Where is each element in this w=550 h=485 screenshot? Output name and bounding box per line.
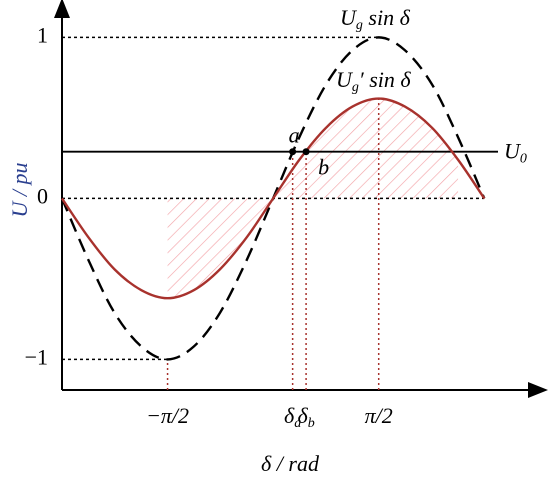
label-sub: 0 — [520, 152, 527, 167]
label-sub: g — [352, 80, 359, 95]
intersection-point — [289, 148, 297, 156]
series-label: Ug′ sin δ — [336, 67, 411, 95]
series-label: Ug sin δ — [340, 5, 411, 33]
label-main: U — [340, 5, 358, 30]
hatch-area — [167, 98, 459, 299]
label-sub: g — [356, 18, 363, 33]
tick-subscript: b — [308, 416, 315, 431]
label-main: U — [504, 139, 522, 164]
reference-label: U0 — [504, 139, 527, 167]
hatched-region — [167, 98, 459, 299]
series-line — [61, 97, 486, 300]
intersection-point — [302, 148, 310, 156]
x-tick-label: −π/2 — [146, 403, 189, 428]
y-axis-label: U / pu — [7, 163, 32, 218]
tick-subscript: a — [294, 416, 301, 431]
label-rest: sin δ — [363, 5, 411, 30]
y-tick-label: −1 — [25, 344, 48, 369]
tick-symbol: δ — [284, 403, 295, 428]
point-label: a — [289, 123, 300, 148]
y-tick-label: 0 — [37, 183, 48, 208]
label-main: U — [336, 67, 354, 92]
x-tick-label: π/2 — [365, 403, 393, 428]
point-label: b — [318, 155, 329, 180]
tick-symbol: δ — [297, 403, 308, 428]
x-axis-label: δ / rad — [261, 451, 320, 476]
x-tick-label: δb — [297, 403, 314, 431]
label-rest: ′ sin δ — [359, 67, 411, 92]
y-tick-label: 1 — [37, 22, 48, 47]
x-tick-label: δa — [284, 403, 301, 431]
